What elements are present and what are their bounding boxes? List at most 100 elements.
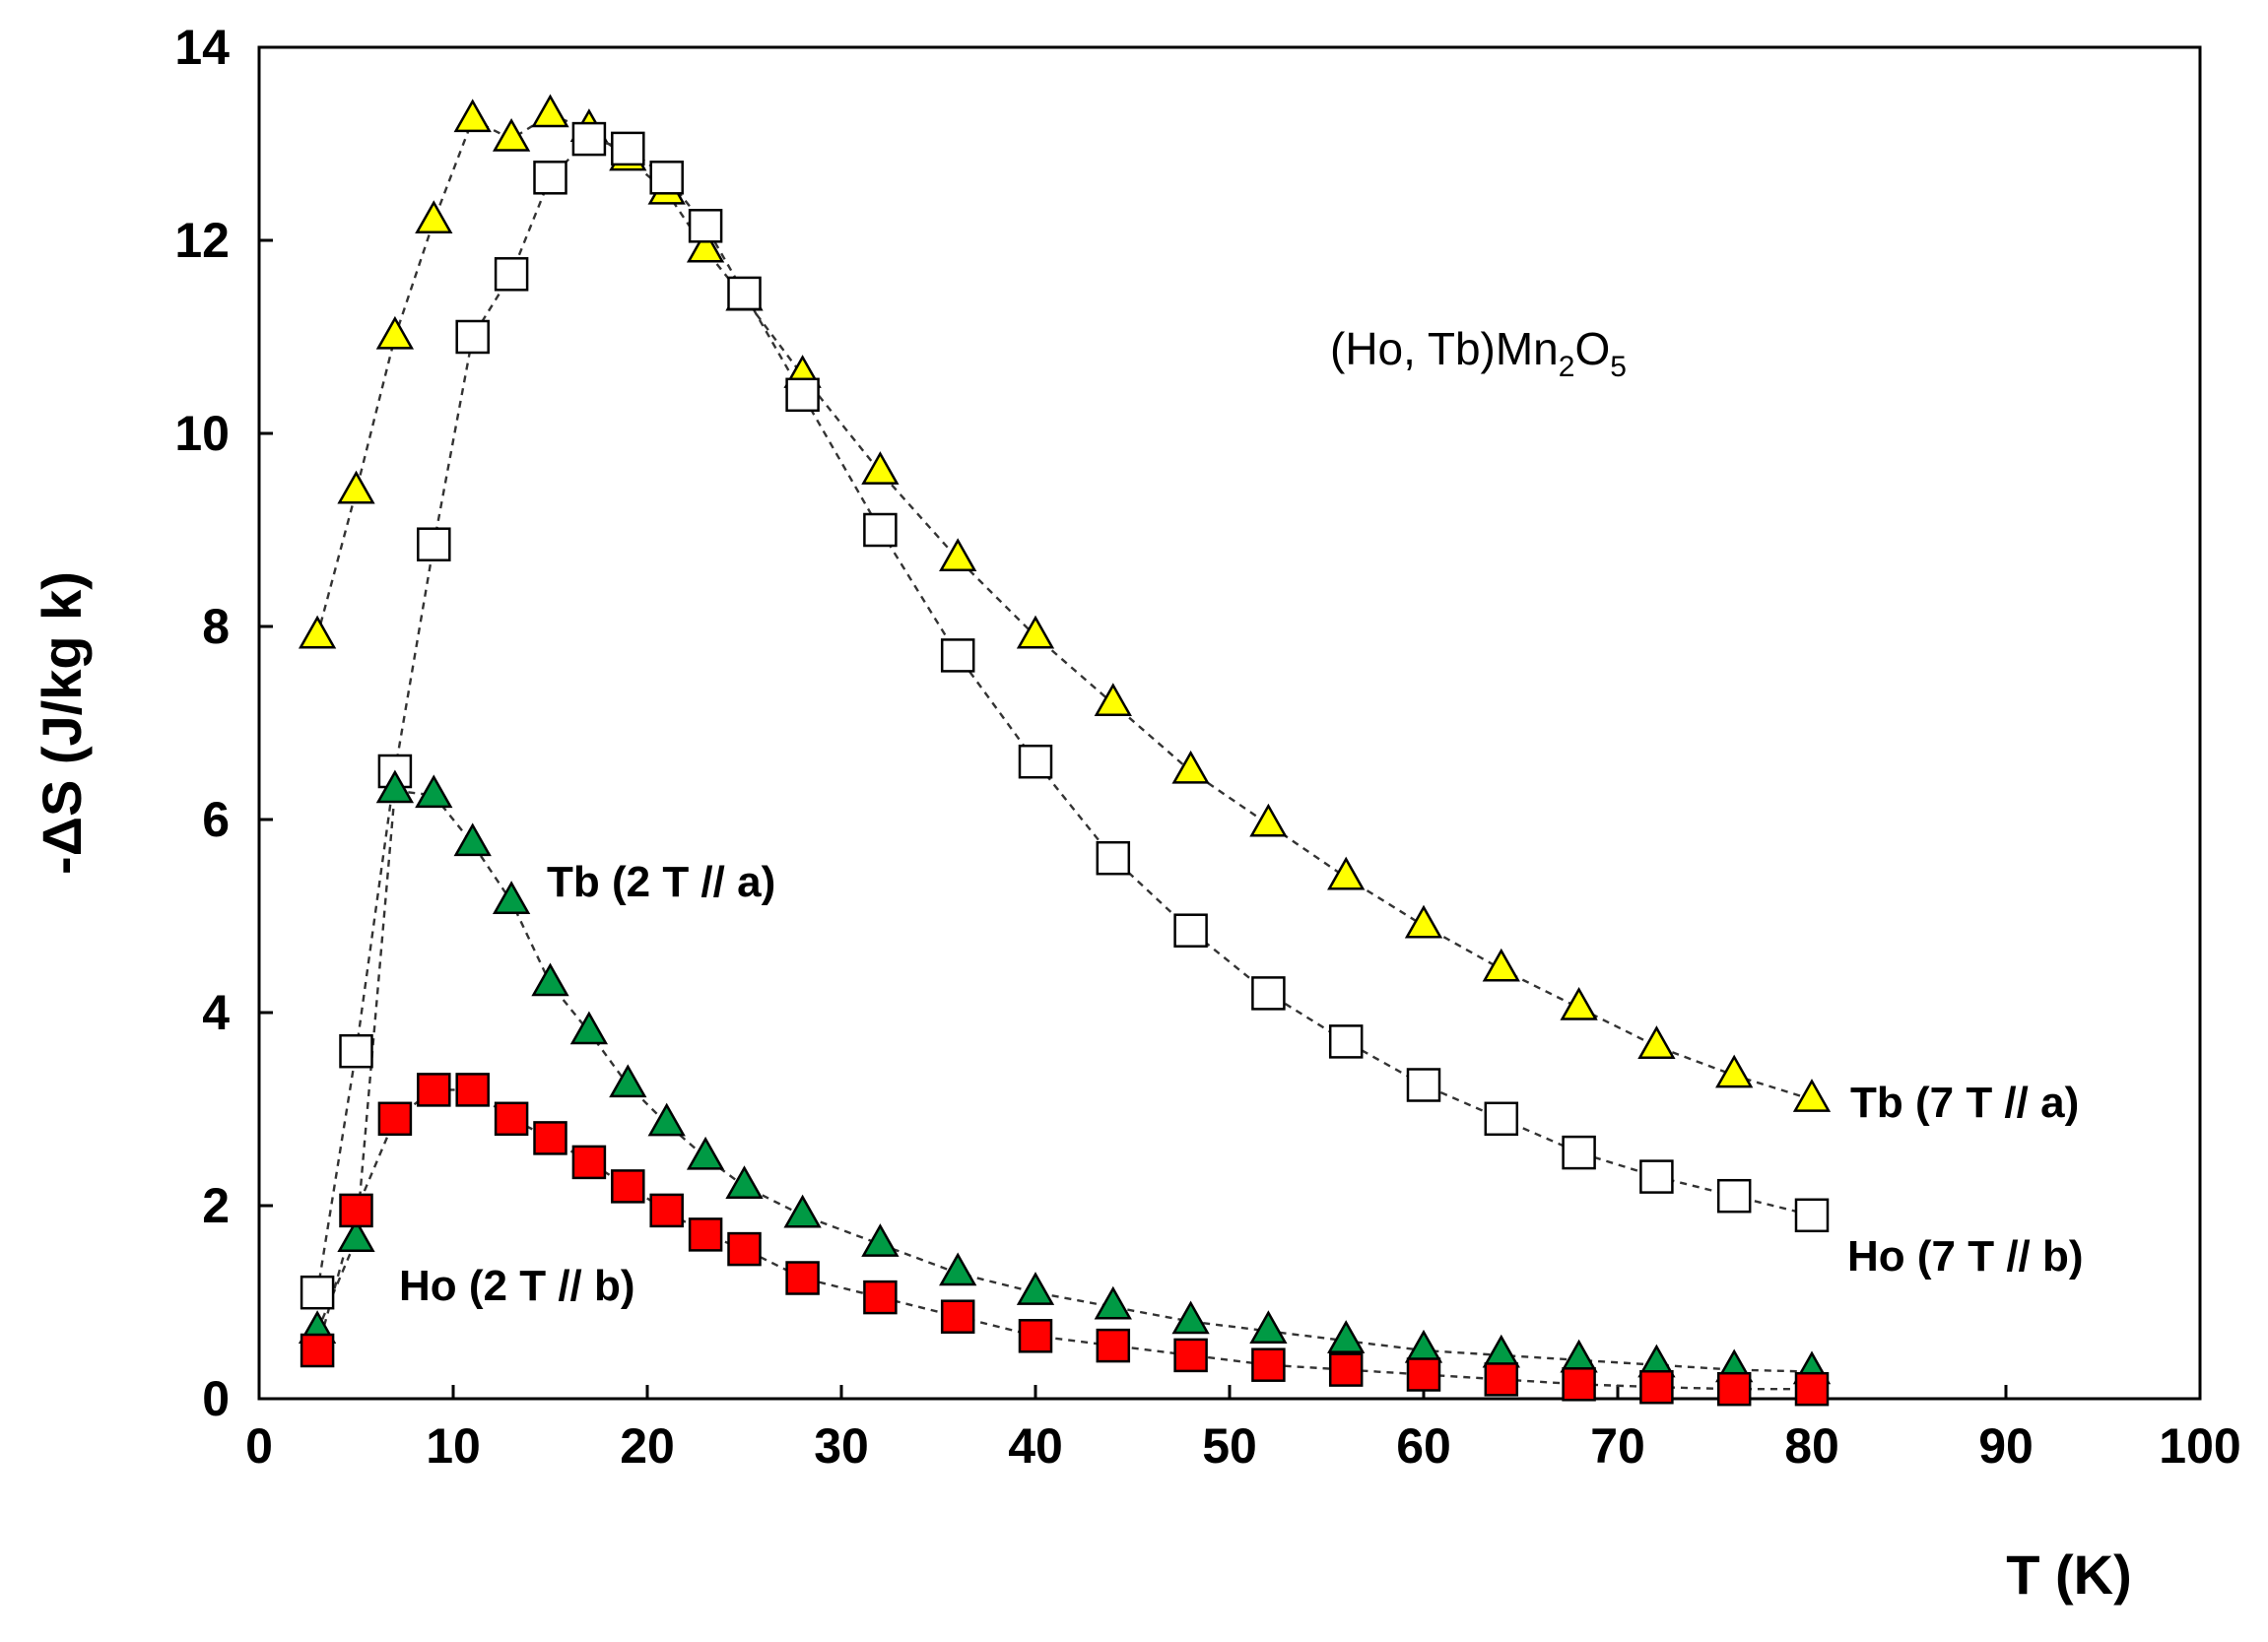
- x-tick-label: 10: [426, 1418, 481, 1474]
- data-point-ho-2-t-b: [863, 1280, 898, 1315]
- data-point-ho-2-t-b: [571, 1145, 607, 1180]
- x-tick-label: 60: [1396, 1418, 1451, 1474]
- data-point-tb-7-t-a: [1792, 1079, 1832, 1112]
- data-point-ho-7-t-b: [688, 209, 723, 243]
- data-point-tb-2-t-a: [569, 1011, 609, 1045]
- y-tick-label: 4: [202, 985, 230, 1040]
- data-point-tb-2-t-a: [783, 1194, 822, 1228]
- data-point-ho-7-t-b: [1173, 913, 1208, 948]
- data-point-tb-7-t-a: [1560, 986, 1598, 1020]
- data-point-ho-7-t-b: [1096, 840, 1131, 876]
- y-axis: 0 2 4 6 8 10 12 14: [174, 20, 273, 1426]
- data-point-tb-2-t-a: [375, 769, 415, 804]
- data-point-ho-2-t-b: [417, 1073, 451, 1107]
- data-point-tb-2-t-a: [647, 1102, 686, 1137]
- y-tick-label: 8: [202, 599, 230, 654]
- data-point-ho-2-t-b: [688, 1217, 723, 1252]
- data-point-tb-7-t-a: [686, 229, 725, 263]
- data-point-ho-7-t-b: [533, 161, 567, 195]
- data-point-ho-7-t-b: [1716, 1178, 1752, 1214]
- data-point-ho-2-t-b: [1639, 1369, 1674, 1405]
- data-point-ho-7-t-b: [417, 527, 451, 561]
- data-point-tb-2-t-a: [415, 774, 453, 809]
- series-ho-7-t-b: [300, 121, 1830, 1310]
- data-point-ho-7-t-b: [455, 319, 490, 355]
- data-point-ho-2-t-b: [727, 1231, 762, 1267]
- x-tick-label: 70: [1590, 1418, 1645, 1474]
- data-point-tb-7-t-a: [1482, 948, 1520, 982]
- data-point-tb-7-t-a: [375, 315, 415, 350]
- series-label-tb-7t: Tb (7 T // a): [1850, 1079, 2079, 1127]
- y-tick-label: 12: [174, 213, 230, 268]
- y-tick-label: 0: [202, 1371, 230, 1426]
- series-line-tb-2-t-a: [315, 789, 1813, 1373]
- data-point-tb-7-t-a: [415, 200, 453, 234]
- data-point-ho-2-t-b: [940, 1299, 975, 1334]
- data-point-tb-2-t-a: [1094, 1285, 1132, 1320]
- data-point-ho-7-t-b: [1639, 1159, 1674, 1194]
- series-label-ho-7t: Ho (7 T // b): [1847, 1232, 2084, 1281]
- x-tick-label: 80: [1784, 1418, 1839, 1474]
- x-tick-label: 40: [1008, 1418, 1063, 1474]
- data-point-ho-7-t-b: [649, 161, 684, 195]
- data-point-ho-7-t-b: [1406, 1068, 1441, 1102]
- data-point-ho-2-t-b: [300, 1333, 335, 1368]
- data-point-tb-7-t-a: [531, 94, 569, 128]
- data-point-ho-7-t-b: [1562, 1135, 1596, 1170]
- data-point-tb-2-t-a: [609, 1064, 647, 1098]
- data-point-tb-2-t-a: [686, 1136, 725, 1170]
- data-point-ho-2-t-b: [339, 1193, 373, 1228]
- data-point-ho-7-t-b: [1328, 1024, 1364, 1059]
- x-tick-label: 30: [814, 1418, 869, 1474]
- data-point-tb-7-t-a: [298, 615, 337, 649]
- data-point-ho-7-t-b: [571, 121, 607, 157]
- x-tick-label: 100: [2159, 1418, 2240, 1474]
- data-point-tb-7-t-a: [492, 117, 531, 152]
- data-point-ho-7-t-b: [611, 131, 645, 166]
- series-label-ho-2t: Ho (2 T // b): [399, 1262, 635, 1310]
- data-point-ho-2-t-b: [1251, 1347, 1286, 1382]
- data-point-ho-2-t-b: [1794, 1371, 1830, 1407]
- data-point-tb-7-t-a: [337, 470, 375, 504]
- data-point-tb-2-t-a: [1016, 1272, 1055, 1305]
- data-point-ho-7-t-b: [494, 257, 529, 292]
- data-point-tb-7-t-a: [1016, 615, 1055, 649]
- data-point-ho-2-t-b: [377, 1101, 413, 1137]
- data-point-ho-7-t-b: [727, 276, 762, 311]
- data-point-ho-7-t-b: [1484, 1101, 1519, 1137]
- data-point-tb-2-t-a: [939, 1252, 977, 1286]
- data-point-tb-2-t-a: [531, 962, 569, 997]
- data-point-ho-7-t-b: [863, 512, 898, 548]
- data-point-tb-7-t-a: [453, 99, 492, 133]
- data-point-ho-2-t-b: [1173, 1338, 1208, 1373]
- data-point-tb-2-t-a: [1249, 1310, 1288, 1345]
- data-point-ho-7-t-b: [339, 1033, 373, 1069]
- data-point-tb-7-t-a: [939, 538, 977, 572]
- data-point-ho-2-t-b: [1562, 1367, 1596, 1402]
- data-point-ho-7-t-b: [300, 1275, 335, 1310]
- x-axis: 0 10 20 30 40 50 60 70 80 90 100: [245, 1385, 2241, 1474]
- data-point-ho-2-t-b: [533, 1121, 567, 1155]
- data-point-tb-7-t-a: [1715, 1054, 1754, 1088]
- x-tick-label: 20: [620, 1418, 675, 1474]
- y-tick-label: 14: [174, 20, 230, 75]
- y-axis-title: -ΔS (J/kg k): [31, 571, 93, 875]
- data-point-tb-7-t-a: [1404, 904, 1443, 939]
- plot-area: [257, 45, 2202, 1401]
- data-point-tb-7-t-a: [1171, 750, 1210, 784]
- data-point-ho-2-t-b: [649, 1193, 684, 1228]
- data-point-tb-2-t-a: [453, 822, 492, 857]
- y-tick-label: 6: [202, 792, 230, 847]
- compound-annotation: (Ho, Tb)Mn2O5: [1330, 323, 1627, 383]
- data-point-tb-7-t-a: [1327, 856, 1366, 890]
- data-point-ho-7-t-b: [1794, 1198, 1830, 1233]
- x-tick-label: 50: [1202, 1418, 1257, 1474]
- data-point-tb-2-t-a: [1171, 1300, 1210, 1335]
- data-point-tb-7-t-a: [1637, 1025, 1676, 1059]
- data-point-ho-2-t-b: [1716, 1371, 1752, 1407]
- x-tick-label: 0: [245, 1418, 273, 1474]
- data-point-ho-2-t-b: [1328, 1352, 1364, 1387]
- data-point-ho-2-t-b: [1406, 1357, 1441, 1392]
- data-point-tb-2-t-a: [337, 1218, 375, 1252]
